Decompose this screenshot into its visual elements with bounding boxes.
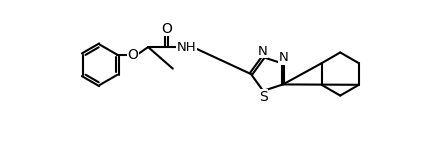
Text: NH: NH [177,41,197,54]
Text: O: O [127,48,138,62]
Text: O: O [161,22,172,36]
Text: N: N [279,51,289,64]
Text: N: N [257,44,267,58]
Text: S: S [259,90,267,104]
